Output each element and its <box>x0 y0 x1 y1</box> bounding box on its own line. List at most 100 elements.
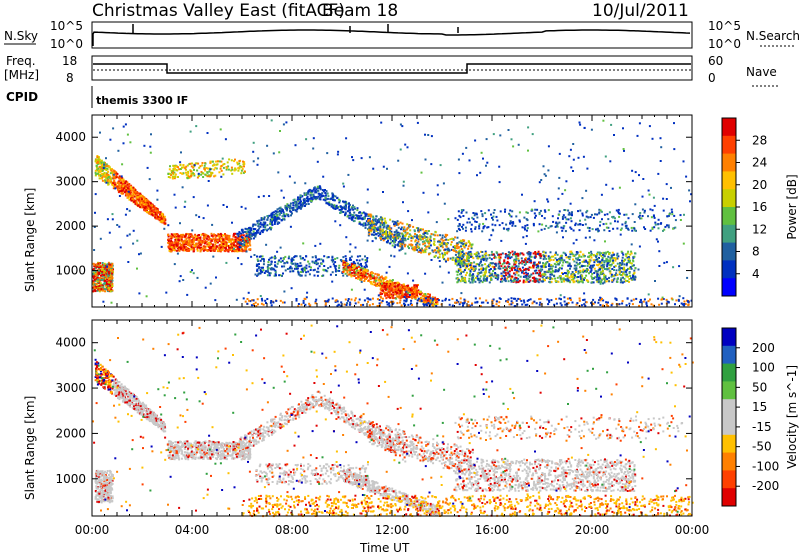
scatter-cell <box>169 168 171 170</box>
scatter-cell <box>198 234 200 236</box>
scatter-cell <box>183 244 185 246</box>
scatter-cell <box>139 193 141 195</box>
scatter-cell <box>265 270 267 272</box>
scatter-cell <box>451 238 453 240</box>
scatter-cell <box>408 236 410 238</box>
scatter-cell <box>307 191 309 193</box>
scatter-cell <box>144 209 146 211</box>
scatter-cell <box>481 264 483 266</box>
scatter-cell <box>616 281 618 283</box>
scatter-cell <box>288 256 290 258</box>
scatter-cell <box>357 215 359 217</box>
scatter-cell <box>96 156 98 158</box>
scatter-cell <box>139 206 141 208</box>
scatter-cell <box>323 265 325 267</box>
scatter-cell <box>351 207 353 209</box>
scatter-cell <box>622 254 624 256</box>
scatter-cell <box>277 221 279 223</box>
scatter-cell <box>266 224 268 226</box>
scatter-cell <box>235 245 237 247</box>
scatter-cell <box>92 273 94 275</box>
scatter-cell <box>374 228 376 230</box>
scatter-cell <box>262 269 264 271</box>
scatter-cell <box>357 262 359 264</box>
scatter-cell <box>315 255 317 257</box>
scatter-cell <box>170 240 172 242</box>
scatter-cell <box>384 233 386 235</box>
scatter-cell <box>106 264 108 266</box>
scatter-cell <box>108 289 110 291</box>
scatter-cell <box>217 163 219 165</box>
scatter-cell <box>300 271 302 273</box>
scatter-cell <box>240 166 242 168</box>
scatter-cell <box>370 214 372 216</box>
scatter-cell <box>359 271 361 273</box>
scatter-cell <box>446 246 448 248</box>
scatter-cell <box>219 160 221 162</box>
scatter-cell <box>370 283 372 285</box>
scatter-cell <box>357 217 359 219</box>
scatter-cell <box>319 265 321 267</box>
scatter-cell <box>113 177 115 179</box>
scatter-cell <box>567 261 569 263</box>
scatter-cell <box>464 280 466 282</box>
scatter-cell <box>400 222 402 224</box>
scatter-cell <box>342 260 344 262</box>
scatter-cell <box>400 286 402 288</box>
scatter-cell <box>292 263 294 265</box>
scatter-cell <box>185 172 187 174</box>
scatter-cell <box>434 234 436 236</box>
scatter-cell <box>417 230 419 232</box>
scatter-cell <box>622 257 624 259</box>
scatter-cell <box>237 167 239 169</box>
scatter-cell <box>420 229 422 231</box>
freq-strip: Freq. [MHz] 18 8 60 0 Nave <box>4 54 780 86</box>
scatter-cell <box>233 240 235 242</box>
scatter-cell <box>414 230 416 232</box>
scatter-cell <box>304 198 306 200</box>
scatter-cell <box>500 256 502 258</box>
scatter-cell <box>345 267 347 269</box>
scatter-cell <box>398 223 400 225</box>
scatter-cell <box>254 236 256 238</box>
scatter-cell <box>103 162 105 164</box>
scatter-cell <box>394 237 396 239</box>
scatter-cell <box>466 265 468 267</box>
scatter-cell <box>351 263 353 265</box>
scatter-cell <box>379 232 381 234</box>
scatter-cell <box>190 248 192 250</box>
scatter-cell <box>543 278 545 280</box>
scatter-cell <box>278 208 280 210</box>
scatter-cell <box>411 297 413 299</box>
scatter-cell <box>365 259 367 261</box>
scatter-cell <box>314 275 316 277</box>
scatter-cell <box>266 215 268 217</box>
scatter-cell <box>191 241 193 243</box>
scatter-cell <box>215 239 217 241</box>
scatter-cell <box>108 281 110 283</box>
scatter-cell <box>594 268 596 270</box>
scatter-cell <box>187 177 189 179</box>
scatter-cell <box>411 293 413 295</box>
scatter-cell <box>459 241 461 243</box>
scatter-cell <box>436 247 438 249</box>
scatter-cell <box>246 228 248 230</box>
scatter-cell <box>106 269 108 271</box>
scatter-cell <box>465 274 467 276</box>
scatter-cell <box>211 235 213 237</box>
scatter-cell <box>275 274 277 276</box>
scatter-cell <box>188 250 190 252</box>
scatter-cell <box>102 176 104 178</box>
scatter-cell <box>210 250 212 252</box>
scatter-cell <box>554 278 556 280</box>
scatter-cell <box>203 168 205 170</box>
scatter-cell <box>512 251 514 253</box>
scatter-cell <box>129 195 131 197</box>
scatter-cell <box>317 190 319 192</box>
scatter-cell <box>347 267 349 269</box>
scatter-cell <box>222 243 224 245</box>
scatter-cell <box>542 262 544 264</box>
scatter-cell <box>445 243 447 245</box>
scatter-cell <box>309 273 311 275</box>
scatter-cell <box>316 197 318 199</box>
